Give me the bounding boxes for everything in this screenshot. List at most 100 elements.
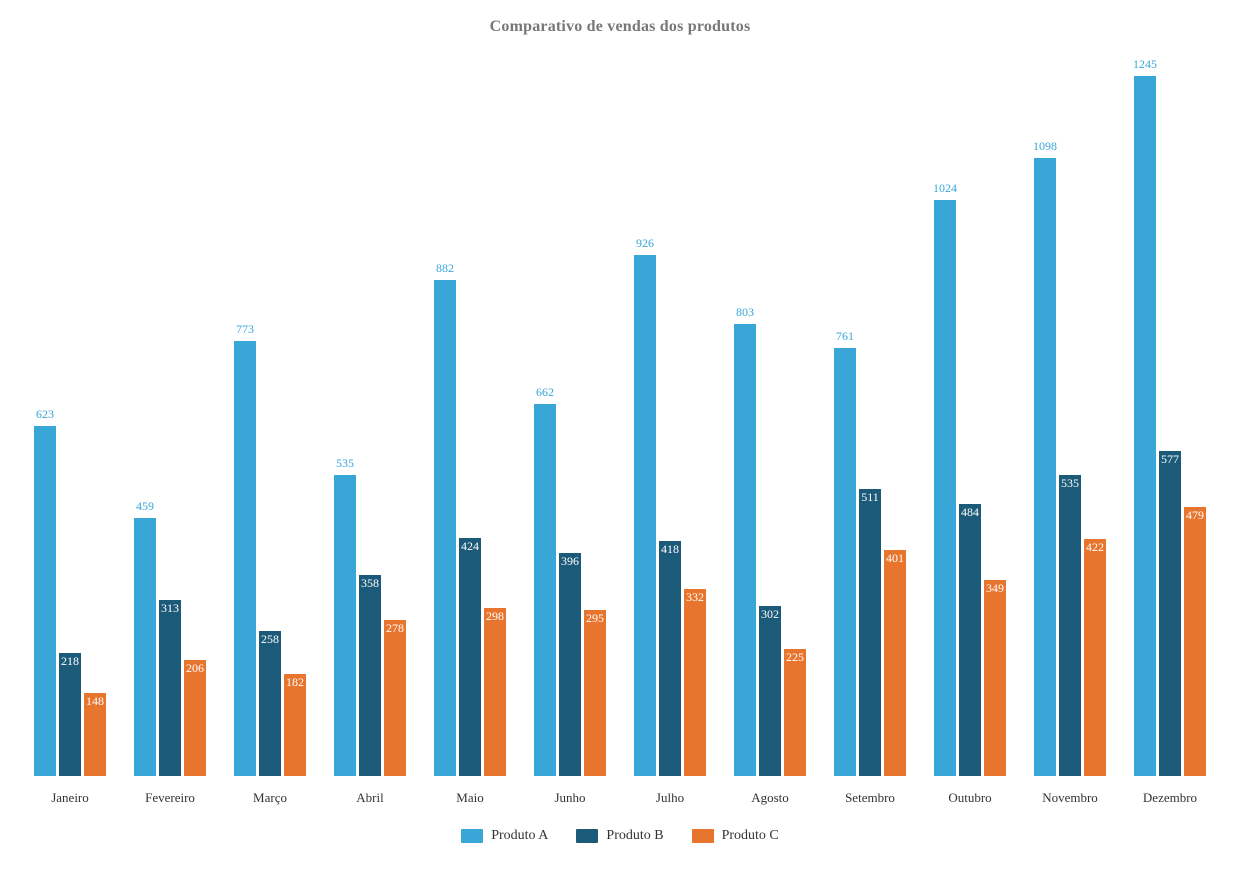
bar: 623 (34, 426, 56, 776)
bar-group: 761 511 401 (820, 56, 920, 776)
bar-group: 773 258 182 (220, 56, 320, 776)
bar-value-label: 218 (61, 654, 79, 669)
category-label: Novembro (1020, 790, 1120, 806)
bar-value-label: 803 (736, 305, 754, 320)
bar-group: 623 218 148 (20, 56, 120, 776)
bar-value-label: 623 (36, 407, 54, 422)
bar-value-label: 424 (461, 539, 479, 554)
legend-item: Produto B (576, 828, 663, 844)
category-label: Agosto (720, 790, 820, 806)
category-label: Setembro (820, 790, 920, 806)
bar: 295 (584, 610, 606, 776)
bar: 302 (759, 606, 781, 776)
category-label: Janeiro (20, 790, 120, 806)
category-label: Fevereiro (120, 790, 220, 806)
bar: 349 (984, 580, 1006, 776)
bar-group: 459 313 206 (120, 56, 220, 776)
bar-group: 1245 577 479 (1120, 56, 1220, 776)
bar: 773 (234, 341, 256, 776)
bar-value-label: 535 (336, 456, 354, 471)
bar-value-label: 535 (1061, 476, 1079, 491)
bar-value-label: 484 (961, 505, 979, 520)
bar-value-label: 479 (1186, 508, 1204, 523)
category-label: Junho (520, 790, 620, 806)
bar: 803 (734, 324, 756, 776)
category-label: Março (220, 790, 320, 806)
bar: 926 (634, 255, 656, 776)
bar-value-label: 358 (361, 576, 379, 591)
chart-title: Comparativo de vendas dos produtos (0, 18, 1240, 36)
bar: 182 (284, 674, 306, 776)
bar-value-label: 295 (586, 611, 604, 626)
bar: 511 (859, 489, 881, 776)
bar-group: 1024 484 349 (920, 56, 1020, 776)
legend-item: Produto C (692, 828, 779, 844)
category-label: Maio (420, 790, 520, 806)
bar: 577 (1159, 451, 1181, 776)
category-label: Dezembro (1120, 790, 1220, 806)
legend-label: Produto A (491, 828, 548, 844)
bar: 422 (1084, 539, 1106, 776)
bar-value-label: 459 (136, 499, 154, 514)
legend-swatch (461, 829, 483, 843)
category-label: Julho (620, 790, 720, 806)
bar-value-label: 258 (261, 632, 279, 647)
bar-value-label: 206 (186, 661, 204, 676)
bar-value-label: 349 (986, 581, 1004, 596)
bar-value-label: 298 (486, 609, 504, 624)
bar: 148 (84, 693, 106, 776)
bar: 484 (959, 504, 981, 776)
bar-value-label: 422 (1086, 540, 1104, 555)
bar-value-label: 225 (786, 650, 804, 665)
bar-value-label: 396 (561, 554, 579, 569)
bar-value-label: 577 (1161, 452, 1179, 467)
legend-label: Produto B (606, 828, 663, 844)
bar: 258 (259, 631, 281, 776)
bar: 662 (534, 404, 556, 776)
bar: 1245 (1134, 76, 1156, 776)
category-label: Abril (320, 790, 420, 806)
bar-value-label: 1024 (933, 181, 957, 196)
bar-value-label: 926 (636, 236, 654, 251)
bar: 401 (884, 550, 906, 776)
bar: 424 (459, 538, 481, 777)
bar: 761 (834, 348, 856, 776)
bar-value-label: 882 (436, 261, 454, 276)
legend-item: Produto A (461, 828, 548, 844)
bar: 396 (559, 553, 581, 776)
bar: 225 (784, 649, 806, 776)
bar-value-label: 1098 (1033, 139, 1057, 154)
legend-swatch (692, 829, 714, 843)
bar: 218 (59, 653, 81, 776)
category-label: Outubro (920, 790, 1020, 806)
bar-value-label: 761 (836, 329, 854, 344)
bar-value-label: 313 (161, 601, 179, 616)
bar-value-label: 148 (86, 694, 104, 709)
bar: 418 (659, 541, 681, 776)
legend-label: Produto C (722, 828, 779, 844)
bar-value-label: 662 (536, 385, 554, 400)
plot-area: 623 218 148 459 313 206 773 258 182 535 358 278 882 4… (20, 56, 1220, 776)
bar: 535 (1059, 475, 1081, 776)
bar-value-label: 1245 (1133, 57, 1157, 72)
bar-value-label: 511 (861, 490, 879, 505)
bar: 313 (159, 600, 181, 776)
bar: 278 (384, 620, 406, 776)
bar: 358 (359, 575, 381, 776)
bar-group: 803 302 225 (720, 56, 820, 776)
bar-value-label: 302 (761, 607, 779, 622)
bar-value-label: 182 (286, 675, 304, 690)
bar-group: 1098 535 422 (1020, 56, 1120, 776)
bar-group: 535 358 278 (320, 56, 420, 776)
bar: 1024 (934, 200, 956, 776)
bar: 479 (1184, 507, 1206, 776)
legend: Produto A Produto B Produto C (0, 828, 1240, 848)
bar: 882 (434, 280, 456, 776)
legend-swatch (576, 829, 598, 843)
bar: 206 (184, 660, 206, 776)
bar-value-label: 773 (236, 322, 254, 337)
bar-value-label: 278 (386, 621, 404, 636)
bar: 332 (684, 589, 706, 776)
sales-comparison-chart: Comparativo de vendas dos produtos 623 21… (0, 0, 1240, 872)
bar: 459 (134, 518, 156, 776)
